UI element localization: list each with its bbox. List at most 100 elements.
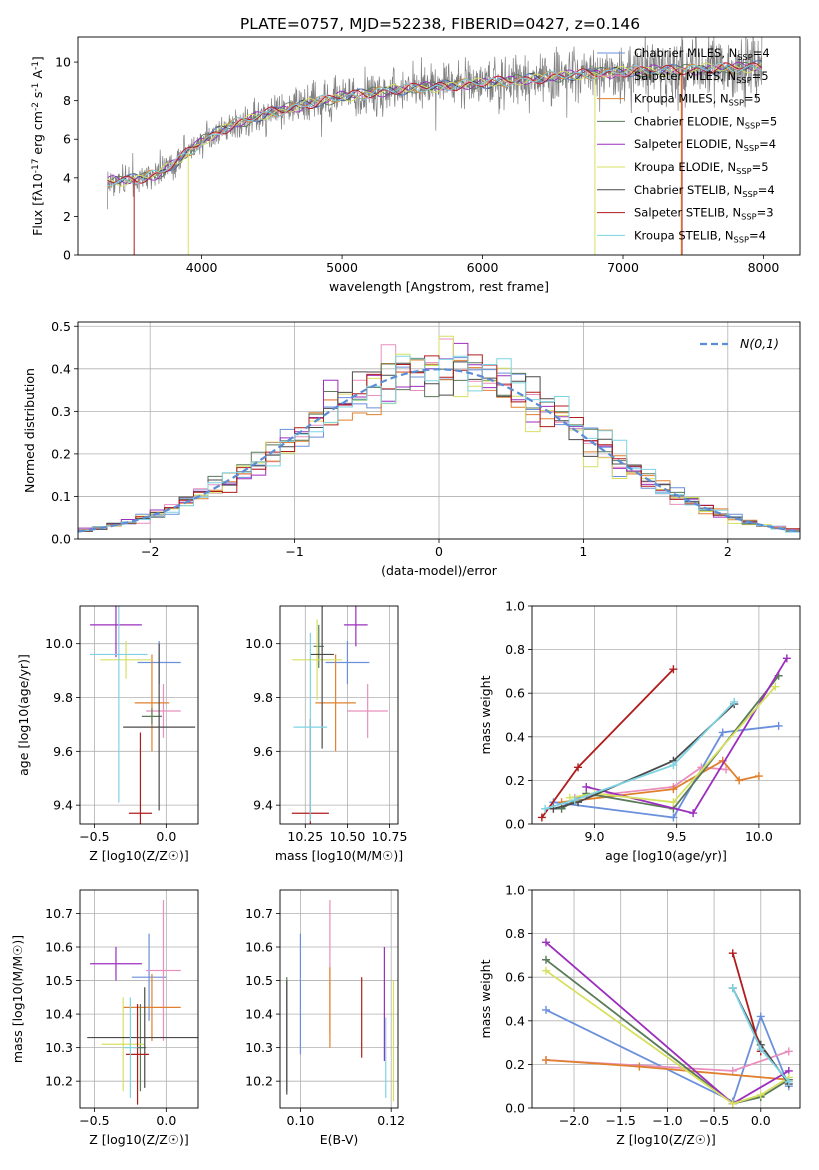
label-part: ] [30,56,45,61]
weight-line [545,959,790,1105]
weight-marker [570,796,579,805]
plot-area [537,654,791,822]
x-tick-label: −2 [141,544,159,559]
label-part: mass weight [478,959,493,1038]
weight-marker [735,776,744,785]
label-part: age [log10(age/yr)] [605,848,727,863]
subscript: SSP [745,120,760,130]
y-tick-label: 9.8 [253,690,273,705]
subscript: SSP [736,75,751,85]
weight-marker [774,721,783,730]
x-axis-label: Z [log10(Z/Z☉)] [616,1132,716,1147]
weight-marker [542,1056,551,1065]
label-part: Z [log10(Z/Z☉)] [616,1132,716,1147]
axes-age-vs-mass: 10.25 10.50 10.75 9.4 9.6 9.8 10.0 mass [log10(… [245,605,407,863]
y-tick-label: 0.2 [51,446,71,461]
y-tick-label: 6 [63,132,71,147]
label-part: erg cm [30,111,45,159]
x-tick-label: −1.5 [606,1113,636,1128]
plot-area [291,606,388,824]
legend-item: Kroupa STELIB, NSSP=4 [634,228,766,244]
axes-frame [531,605,801,825]
y-axis-label: Flux [fλ10-17 erg cm-2 s-1 A-1] [30,56,45,236]
plot-area [90,606,196,824]
label-part: Normed distribution [22,368,37,493]
subscript: SSP [737,52,752,62]
y-tick-label: 0.8 [505,642,525,657]
weight-line [553,725,779,819]
axes-frame [279,889,399,1109]
label-part: =5 [744,92,761,106]
label-part: Chabrier ELODIE, N [634,114,745,128]
label-part: E(B-V) [320,1132,359,1147]
weight-line [544,701,735,810]
weight-marker [635,1062,644,1071]
weight-marker [542,955,551,964]
axes-spectrum: 4000 5000 6000 7000 8000 0 2 4 6 8 10 wavelength [A… [30,36,801,294]
axes-frame [77,36,801,256]
weight-marker [730,697,739,706]
y-tick-label: 0.8 [505,926,525,941]
label-part: Salpeter STELIB, N [634,206,741,220]
label-part: Kroupa MILES, N [634,92,729,106]
y-tick-label: 4 [63,170,71,185]
legend-item: Salpeter ELODIE, NSSP=4 [634,137,776,153]
y-tick-label: 0.0 [505,817,525,832]
y-axis-label: Normed distribution [22,368,37,493]
label-part: Kroupa ELODIE, N [634,160,736,174]
axes-frame [279,605,399,825]
weight-marker [756,1012,765,1021]
axes-frame [531,889,801,1109]
y-tick-label: 0.4 [505,729,525,744]
label-part: Z [log10(Z/Z☉)] [89,1132,189,1147]
label-part: =5 [752,160,769,174]
weight-line [731,952,762,1052]
weight-marker [784,1077,793,1086]
x-tick-label: −1.0 [652,1113,682,1128]
y-tick-label: 10.2 [245,1074,273,1089]
legend-item: Chabrier ELODIE, NSSP=5 [634,114,777,130]
superscript: -1 [31,83,41,92]
axes-residuals: −2 −1 0 1 2 0.0 0.1 0.2 0.3 0.4 0.5 (data-model)/er… [22,319,801,578]
subscript: SSP [742,189,757,199]
subscript: SSP [736,166,751,176]
legend-item: Chabrier STELIB, NSSP=4 [634,183,775,199]
y-axis-label: age [log10(age/yr)] [16,654,31,776]
weight-marker [718,728,727,737]
weight-marker [728,1066,737,1075]
weight-marker [728,949,737,958]
y-tick-label: 9.8 [53,690,73,705]
label-part: =5 [760,114,777,128]
y-tick-label: 0.6 [505,686,525,701]
gaussian-reference [78,368,800,533]
y-tick-label: 9.6 [53,744,73,759]
label-part: =3 [757,206,774,220]
figure-title: PLATE=0757, MJD=52238, FIBERID=0427, z=0… [240,15,640,33]
y-tick-label: 1.0 [505,883,525,898]
label-part: Salpeter ELODIE, N [634,137,744,151]
y-tick-label: 10.7 [245,906,273,921]
label-part: =4 [758,183,775,197]
y-tick-label: 0.4 [505,1013,525,1028]
y-tick-label: 0.2 [505,1057,525,1072]
weight-line [545,969,790,1105]
y-axis-label: mass weight [478,675,493,754]
x-tick-label: 5000 [326,260,358,275]
x-tick-label: 1 [579,544,587,559]
x-axis-label: mass [log10(M/M☉)] [275,848,403,863]
plot-area [107,37,763,255]
x-tick-label: 9.5 [667,829,687,844]
weight-line [586,657,788,815]
y-tick-label: 10.5 [45,973,73,988]
weight-line [545,1009,790,1103]
weight-marker [771,682,780,691]
label-part: mass [log10(M/M☉)] [10,935,25,1063]
weight-marker [756,1090,765,1099]
weight-marker [728,984,737,993]
y-tick-label: 0.5 [51,319,71,334]
x-tick-label: 0.10 [287,1113,315,1128]
y-tick-label: 10.5 [245,973,273,988]
legend-item: Chabrier MILES, NSSP=4 [634,46,770,62]
